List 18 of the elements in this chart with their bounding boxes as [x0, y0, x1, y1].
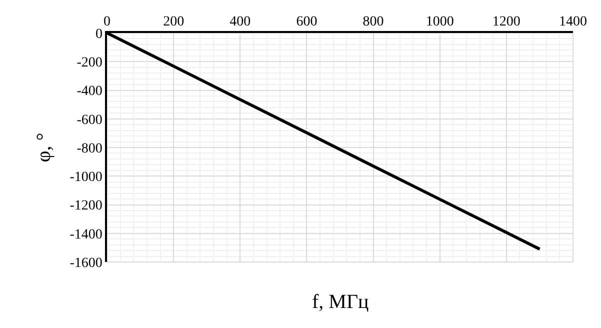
- x-tick-label: 200: [163, 14, 184, 30]
- x-tick-label: 600: [296, 14, 318, 30]
- x-tick-label: 1000: [426, 14, 454, 30]
- y-tick-label: -1400: [70, 227, 102, 242]
- x-tick-label: 400: [230, 14, 251, 30]
- x-tick-label: 800: [362, 14, 384, 30]
- x-axis-title: f, МГц: [312, 291, 370, 313]
- y-tick-label: -1600: [70, 256, 102, 271]
- y-tick-label: 0: [95, 26, 102, 42]
- y-tick-label: -400: [76, 84, 102, 100]
- x-tick-label: 1400: [559, 14, 587, 30]
- y-tick-label: -600: [76, 112, 102, 128]
- x-tick-label: 1200: [492, 14, 520, 30]
- y-tick-label: -200: [76, 56, 102, 71]
- y-axis-title: φ, °: [32, 132, 55, 162]
- y-tick-label: -1000: [70, 170, 102, 186]
- y-tick-label: -800: [76, 141, 102, 156]
- y-tick-label: -1200: [70, 198, 102, 214]
